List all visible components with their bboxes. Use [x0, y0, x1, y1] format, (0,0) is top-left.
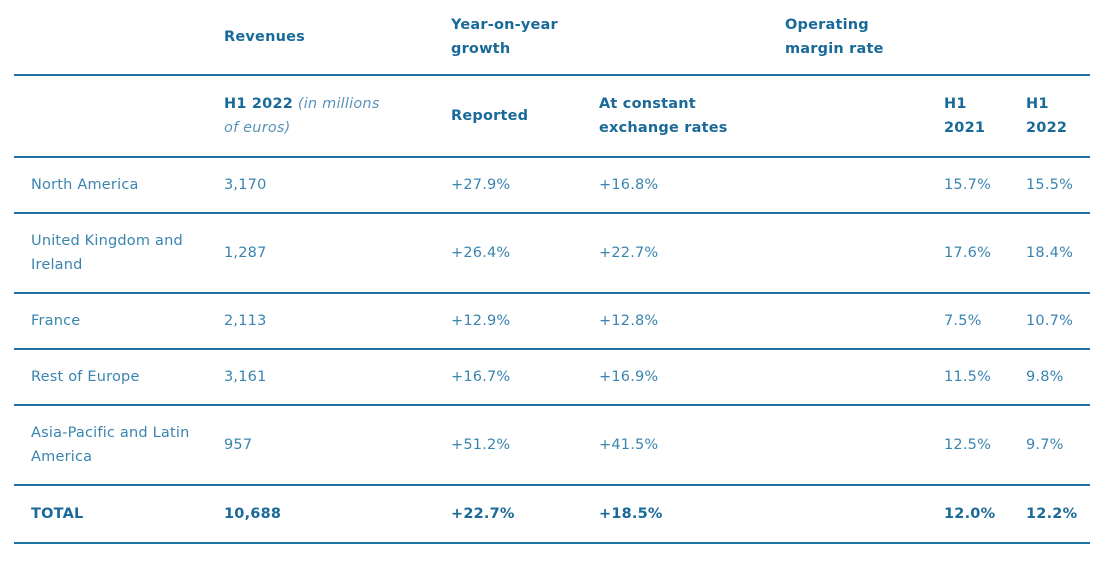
row-reported: +26.4%	[451, 245, 511, 261]
row-revenues: 3,170	[224, 177, 267, 193]
subheader-constant-line1: At constant	[599, 96, 696, 112]
row-reported: +16.7%	[451, 369, 511, 385]
row-region-line2: Ireland	[31, 257, 83, 273]
row-margin-2022: 9.7%	[1026, 437, 1064, 453]
table-row: Asia-Pacific and Latin America 957 +51.2…	[14, 406, 1090, 486]
row-region-line1: Rest of Europe	[31, 369, 140, 385]
table-row: North America 3,170 +27.9% +16.8% 15.7% …	[14, 158, 1090, 214]
row-constant: +16.9%	[599, 369, 659, 385]
subheader-reported: Reported	[451, 108, 529, 124]
row-region-line1: Asia-Pacific and Latin	[31, 425, 190, 441]
subheader-constant-line2: exchange rates	[599, 120, 728, 136]
row-region: France	[31, 309, 201, 333]
subheader-h1-2022: H1 2022	[1026, 92, 1086, 140]
row-region: United Kingdom and Ireland	[31, 229, 201, 277]
row-constant: +22.7%	[599, 245, 659, 261]
row-revenues: 957	[224, 437, 253, 453]
table-subheader-row: H1 2022 (in millions of euros) Reported …	[14, 76, 1090, 158]
subheader-h1-2022-revenues: H1 2022 (in millions of euros)	[224, 92, 404, 140]
row-revenues: 2,113	[224, 313, 267, 329]
row-constant: +12.8%	[599, 313, 659, 329]
total-margin-2021: 12.0%	[944, 506, 996, 522]
row-region-line1: United Kingdom and	[31, 233, 183, 249]
header-margin-line2: margin rate	[785, 41, 884, 57]
row-margin-2021: 17.6%	[944, 245, 992, 261]
row-region-line2: America	[31, 449, 93, 465]
total-constant: +18.5%	[599, 506, 663, 522]
subheader-h1-2022-line2: 2022	[1026, 120, 1068, 136]
row-region-line1: North America	[31, 177, 139, 193]
row-reported: +27.9%	[451, 177, 511, 193]
row-region-line1: France	[31, 313, 81, 329]
row-region: Asia-Pacific and Latin America	[31, 421, 201, 469]
row-margin-2021: 12.5%	[944, 437, 992, 453]
header-margin: Operating margin rate	[785, 13, 935, 61]
row-margin-2022: 18.4%	[1026, 245, 1074, 261]
table-header-row: Revenues Year-on-year growth Operating m…	[14, 0, 1090, 76]
row-reported: +12.9%	[451, 313, 511, 329]
row-constant: +16.8%	[599, 177, 659, 193]
revenue-table: Revenues Year-on-year growth Operating m…	[14, 0, 1090, 544]
subheader-h1-2022-line1: H1	[1026, 96, 1049, 112]
subheader-h1-2021-line1: H1	[944, 96, 967, 112]
table-row: Rest of Europe 3,161 +16.7% +16.9% 11.5%…	[14, 350, 1090, 406]
row-margin-2022: 15.5%	[1026, 177, 1074, 193]
total-reported: +22.7%	[451, 506, 515, 522]
total-revenues: 10,688	[224, 506, 282, 522]
row-region: Rest of Europe	[31, 365, 201, 389]
subheader-h1-2021: H1 2021	[944, 92, 1004, 140]
total-label: TOTAL	[31, 506, 84, 522]
header-growth-line2: growth	[451, 41, 511, 57]
row-margin-2021: 15.7%	[944, 177, 992, 193]
table-row: United Kingdom and Ireland 1,287 +26.4% …	[14, 214, 1090, 294]
row-constant: +41.5%	[599, 437, 659, 453]
subheader-h1-2022-bold: H1 2022	[224, 96, 294, 112]
subheader-units-line1: (in millions	[293, 96, 380, 112]
row-revenues: 1,287	[224, 245, 267, 261]
subheader-h1-2021-line2: 2021	[944, 120, 986, 136]
header-growth: Year-on-year growth	[451, 13, 651, 61]
row-margin-2022: 10.7%	[1026, 313, 1074, 329]
table-total-row: TOTAL 10,688 +22.7% +18.5% 12.0% 12.2%	[14, 486, 1090, 544]
subheader-constant: At constant exchange rates	[599, 92, 779, 140]
row-revenues: 3,161	[224, 369, 267, 385]
header-revenues: Revenues	[224, 29, 305, 45]
row-margin-2021: 11.5%	[944, 369, 992, 385]
subheader-units-line2: of euros)	[224, 120, 291, 136]
table-row: France 2,113 +12.9% +12.8% 7.5% 10.7%	[14, 294, 1090, 350]
row-margin-2022: 9.8%	[1026, 369, 1064, 385]
row-reported: +51.2%	[451, 437, 511, 453]
header-growth-line1: Year-on-year	[451, 17, 558, 33]
header-margin-line1: Operating	[785, 17, 869, 33]
total-margin-2022: 12.2%	[1026, 506, 1078, 522]
row-region: North America	[31, 173, 201, 197]
row-margin-2021: 7.5%	[944, 313, 982, 329]
